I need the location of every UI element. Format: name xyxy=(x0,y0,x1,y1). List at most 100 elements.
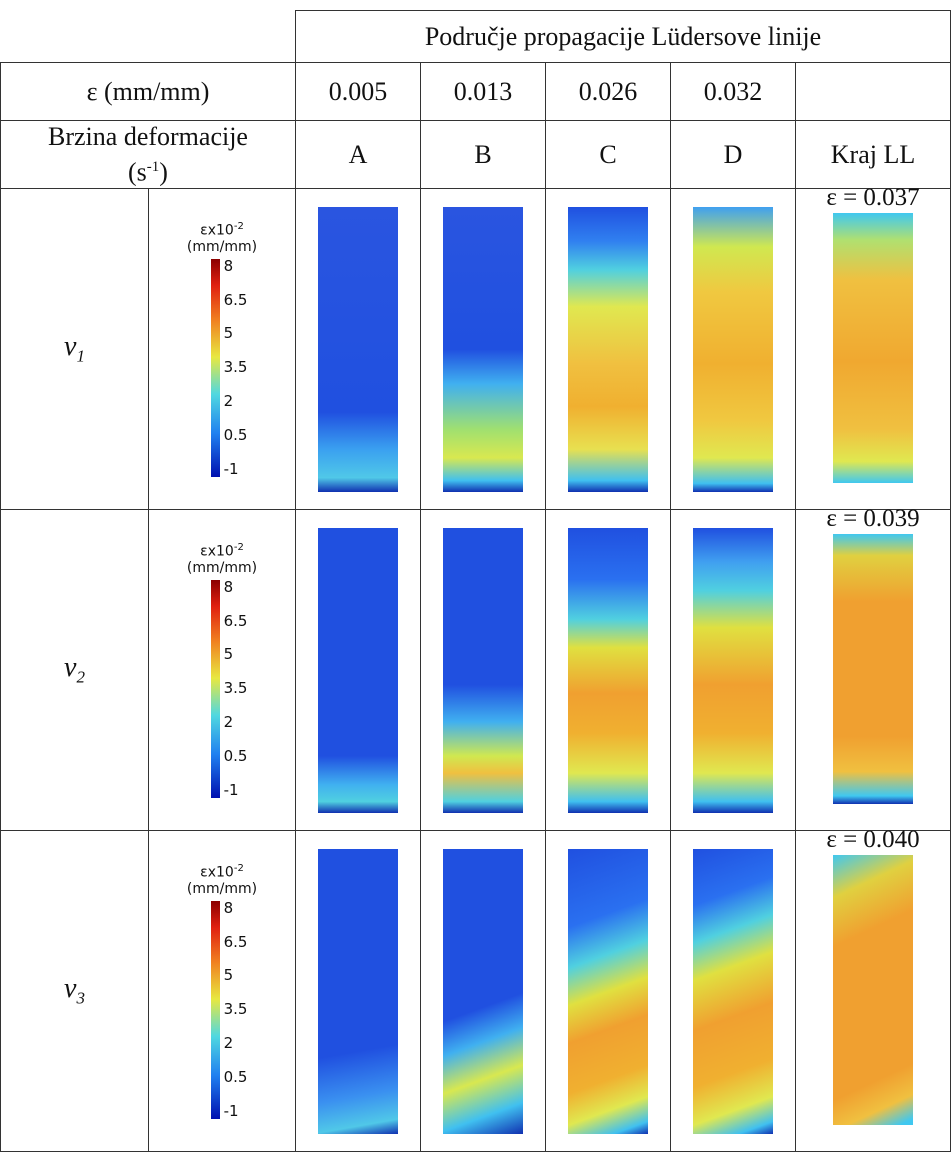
strain-map xyxy=(693,527,773,813)
symbol-index: 2 xyxy=(76,667,85,687)
colorbar-tick: 6.5 xyxy=(223,290,248,309)
strain-map xyxy=(318,206,398,492)
colorbar-tick: 5 xyxy=(223,966,234,985)
strain-map xyxy=(443,206,523,492)
colorbar-tick: 8 xyxy=(223,577,234,596)
colorbar-tick: 2 xyxy=(223,713,234,732)
data-row: v3 εx10-2 (mm/mm) 8 6.5 5 3.5 2 0.5 -1 ε = 0.040 xyxy=(0,827,951,1152)
colorbar-tick: 3.5 xyxy=(223,1000,248,1019)
map-cell xyxy=(670,830,796,1152)
colorbar-tick: 6.5 xyxy=(223,932,248,951)
map-cell xyxy=(295,830,421,1152)
map-cell xyxy=(545,188,671,510)
map-cell xyxy=(545,830,671,1152)
legend-title-text: εx10 xyxy=(200,222,234,239)
map-cell xyxy=(670,509,796,831)
legend-title: εx10-2 xyxy=(200,542,244,560)
rate-text: Brzina deformacije xyxy=(48,121,248,151)
colorbar-tick: 3.5 xyxy=(223,679,248,698)
strain-map xyxy=(443,848,523,1134)
rate-symbol: v1 xyxy=(64,331,85,366)
colorbar-tick: 5 xyxy=(223,324,234,343)
legend-title-sup: -2 xyxy=(233,863,244,875)
strain-map xyxy=(833,534,914,804)
colorbar-tick: 8 xyxy=(223,898,234,917)
rate-symbol-cell: v1 xyxy=(0,188,149,510)
legend-cell: εx10-2 (mm/mm) 8 6.5 5 3.5 2 0.5 -1 xyxy=(148,509,296,831)
strain-map xyxy=(568,206,648,492)
legend-title-text: εx10 xyxy=(200,543,234,560)
colorbar-ticks: 8 6.5 5 3.5 2 0.5 -1 xyxy=(223,256,248,477)
header-title: Područje propagacije Lüdersove linije xyxy=(294,10,951,63)
rate-unit-open: (s xyxy=(128,157,147,187)
column-label: C xyxy=(545,120,671,189)
legend-title-text: εx10 xyxy=(200,864,234,881)
legend: εx10-2 (mm/mm) 8 6.5 5 3.5 2 0.5 -1 xyxy=(149,863,295,1119)
legend-title: εx10-2 xyxy=(200,863,244,881)
legend-title-sup: -2 xyxy=(233,221,244,233)
map-cell xyxy=(420,830,546,1152)
colorbar xyxy=(210,900,220,1119)
strain-map xyxy=(318,848,398,1134)
legend-unit: (mm/mm) xyxy=(186,880,258,897)
colorbar-ticks: 8 6.5 5 3.5 2 0.5 -1 xyxy=(223,898,248,1120)
map-cell xyxy=(670,188,796,510)
strain-map xyxy=(833,855,914,1125)
colorbar-tick: 0.5 xyxy=(223,1067,248,1086)
rate-unit-close: ) xyxy=(159,157,168,187)
colorbar-tick: 8 xyxy=(223,256,234,275)
strain-map xyxy=(693,848,773,1134)
legend-body: 8 6.5 5 3.5 2 0.5 -1 xyxy=(210,577,248,799)
strain-map xyxy=(318,527,398,813)
table-body: Područje propagacije Lüdersove linije ε … xyxy=(0,10,951,1152)
data-row: v1 εx10-2 (mm/mm) 8 6.5 5 3.5 2 0.5 -1 ε = 0.037 xyxy=(0,185,951,510)
colorbar xyxy=(210,579,220,798)
colorbar-tick: 2 xyxy=(223,1034,234,1053)
strain-row: ε (mm/mm) 0.005 0.013 0.026 0.032 xyxy=(0,62,951,121)
rate-symbol-cell: v3 xyxy=(0,830,149,1152)
colorbar-tick: 5 xyxy=(223,645,234,664)
legend-cell: εx10-2 (mm/mm) 8 6.5 5 3.5 2 0.5 -1 xyxy=(148,830,296,1152)
colorbar-tick: 0.5 xyxy=(223,425,248,444)
strain-map xyxy=(693,206,773,492)
legend-body: 8 6.5 5 3.5 2 0.5 -1 xyxy=(210,256,248,477)
end-strain: ε = 0.040 xyxy=(826,826,920,853)
strain-value: 0.032 xyxy=(670,62,796,121)
colorbar-tick: -1 xyxy=(223,780,239,799)
end-cell: ε = 0.037 xyxy=(794,185,951,510)
strain-value: 0.026 xyxy=(545,62,671,121)
column-label: B xyxy=(420,120,546,189)
map-cell xyxy=(420,509,546,831)
legend: εx10-2 (mm/mm) 8 6.5 5 3.5 2 0.5 -1 xyxy=(149,542,295,798)
symbol: v xyxy=(64,652,77,684)
legend-cell: εx10-2 (mm/mm) 8 6.5 5 3.5 2 0.5 -1 xyxy=(148,188,296,510)
legend-body: 8 6.5 5 3.5 2 0.5 -1 xyxy=(210,898,248,1120)
map-cell xyxy=(545,509,671,831)
column-label: D xyxy=(670,120,796,189)
symbol-index: 1 xyxy=(76,346,85,366)
strain-map xyxy=(568,848,648,1134)
strain-label: ε (mm/mm) xyxy=(0,62,296,121)
legend-title: εx10-2 xyxy=(200,221,244,239)
rate-unit-sup: -1 xyxy=(146,158,160,175)
empty-cell xyxy=(794,62,951,121)
legend-title-sup: -2 xyxy=(233,542,244,554)
strain-map xyxy=(443,527,523,813)
symbol-index: 3 xyxy=(76,988,85,1008)
symbol: v xyxy=(64,973,77,1005)
blank-cell xyxy=(1,11,296,63)
column-label: Kraj LL xyxy=(794,120,951,189)
colorbar-tick: 2 xyxy=(223,392,234,411)
map-cell xyxy=(420,188,546,510)
header-row: Područje propagacije Lüdersove linije xyxy=(1,10,951,63)
colorbar-tick: -1 xyxy=(223,1101,239,1120)
strain-value: 0.005 xyxy=(295,62,421,121)
legend: εx10-2 (mm/mm) 8 6.5 5 3.5 2 0.5 -1 xyxy=(149,221,295,477)
strain-value: 0.013 xyxy=(420,62,546,121)
colorbar xyxy=(210,258,220,477)
end-cell: ε = 0.040 xyxy=(794,827,951,1152)
rate-symbol: v3 xyxy=(64,973,85,1008)
strain-map xyxy=(568,527,648,813)
rate-row: Brzina deformacije (s-1) A B C D Kraj LL xyxy=(0,120,951,189)
